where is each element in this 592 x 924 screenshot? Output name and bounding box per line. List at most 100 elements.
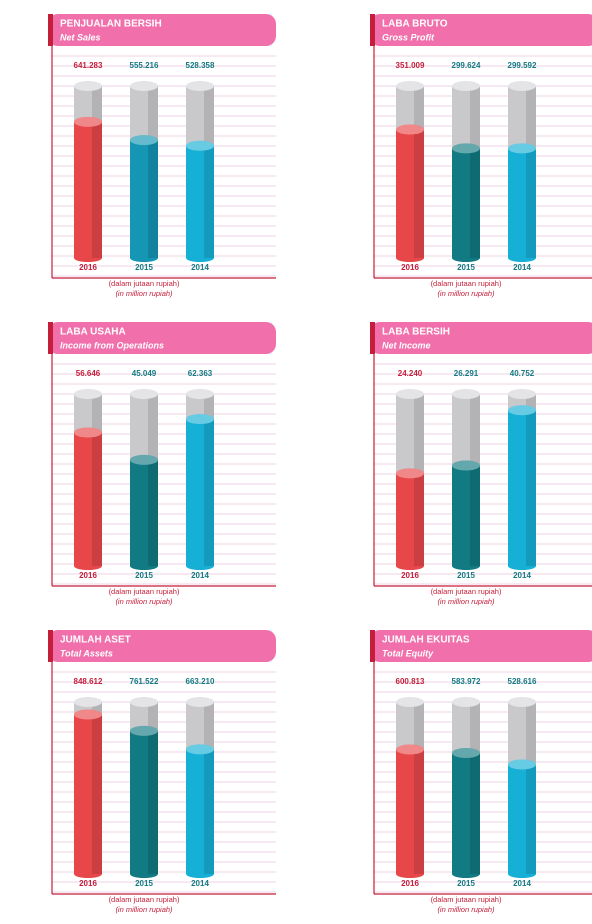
- bar-cap: [74, 709, 102, 720]
- bar: [74, 714, 102, 874]
- tube-top: [74, 697, 102, 707]
- tube-top: [74, 81, 102, 91]
- x-tick-label: 2015: [457, 571, 475, 580]
- x-tick-label: 2014: [191, 879, 209, 888]
- chart-title: LABA USAHA: [60, 327, 126, 338]
- tube-top: [130, 81, 158, 91]
- bar: [130, 459, 158, 566]
- unit-note: (dalam jutaan rupiah): [431, 895, 502, 904]
- x-tick-label: 2016: [79, 879, 97, 888]
- tube-top: [452, 81, 480, 91]
- bar-cap-light: [452, 747, 480, 758]
- header: [370, 14, 592, 46]
- value-label: 62.363: [188, 369, 213, 378]
- x-tick-label: 2014: [513, 879, 531, 888]
- header-strip: [48, 322, 53, 354]
- bar-cap: [74, 116, 102, 127]
- x-tick-label: 2016: [401, 263, 419, 272]
- bar-cap: [130, 454, 158, 465]
- value-label: 40.752: [510, 369, 535, 378]
- chart-title: PENJUALAN BERSIH: [60, 19, 162, 30]
- bar-shade: [526, 148, 536, 258]
- chart-subtitle: Net Sales: [60, 32, 101, 42]
- bar-shade: [470, 148, 480, 258]
- value-label: 555.216: [130, 61, 159, 70]
- unit-note: (in million rupiah): [115, 905, 173, 914]
- x-tick-label: 2016: [401, 571, 419, 580]
- bar-shade: [92, 121, 102, 258]
- bar: [508, 764, 536, 874]
- bar-cap-light: [508, 143, 536, 154]
- header: [370, 630, 592, 662]
- value-label: 528.358: [186, 61, 215, 70]
- x-tick-label: 2015: [135, 879, 153, 888]
- bar-cap: [508, 405, 536, 416]
- x-tick-label: 2014: [191, 571, 209, 580]
- bar-cap-light: [396, 744, 424, 755]
- bar-cap: [186, 140, 214, 151]
- chart-subtitle: Total Assets: [60, 648, 113, 658]
- x-tick-label: 2014: [513, 571, 531, 580]
- bar: [396, 129, 424, 258]
- bar-cap: [396, 744, 424, 755]
- unit-note: (dalam jutaan rupiah): [431, 279, 502, 288]
- chart-subtitle: Total Equity: [382, 648, 434, 658]
- bar: [74, 121, 102, 258]
- bar-cap-light: [130, 454, 158, 465]
- bar-cap: [452, 747, 480, 758]
- tube-top: [452, 697, 480, 707]
- bar-shade: [92, 432, 102, 566]
- header-strip: [48, 14, 53, 46]
- bar: [130, 730, 158, 874]
- tube-top: [186, 697, 214, 707]
- unit-note: (dalam jutaan rupiah): [431, 587, 502, 596]
- chart-title: LABA BERSIH: [382, 327, 450, 338]
- bar-cap-light: [74, 116, 102, 127]
- bar-shade: [92, 714, 102, 874]
- header-strip: [48, 630, 53, 662]
- value-label: 56.646: [76, 369, 101, 378]
- bar-shade: [526, 764, 536, 874]
- bar: [452, 752, 480, 874]
- bar-shade: [414, 473, 424, 566]
- header-strip: [370, 14, 375, 46]
- value-label: 45.049: [132, 369, 157, 378]
- value-label: 641.283: [74, 61, 103, 70]
- value-label: 299.592: [508, 61, 537, 70]
- chart-subtitle: Income from Operations: [60, 340, 164, 350]
- value-label: 24.240: [398, 369, 423, 378]
- value-label: 600.813: [396, 677, 425, 686]
- x-tick-label: 2016: [401, 879, 419, 888]
- chart-subtitle: Gross Profit: [382, 32, 435, 42]
- bar-shade: [414, 129, 424, 258]
- bar-cap: [186, 414, 214, 425]
- header-strip: [370, 322, 375, 354]
- header-strip: [370, 630, 375, 662]
- chart-subtitle: Net Income: [382, 340, 431, 350]
- header: [48, 14, 276, 46]
- bar: [396, 473, 424, 566]
- tube-top: [130, 697, 158, 707]
- tube-top: [508, 389, 536, 399]
- unit-note: (in million rupiah): [437, 289, 495, 298]
- bar-cap: [396, 124, 424, 135]
- bar: [452, 465, 480, 566]
- header: [48, 630, 276, 662]
- x-tick-label: 2015: [457, 879, 475, 888]
- bar: [74, 432, 102, 566]
- value-label: 299.624: [452, 61, 481, 70]
- bar: [186, 749, 214, 874]
- chart-title: JUMLAH ASET: [60, 635, 131, 646]
- x-tick-label: 2016: [79, 263, 97, 272]
- value-label: 26.291: [454, 369, 479, 378]
- bar-cap-light: [396, 468, 424, 479]
- value-label: 848.612: [74, 677, 103, 686]
- bar-shade: [470, 465, 480, 566]
- value-label: 583.972: [452, 677, 481, 686]
- value-label: 351.009: [396, 61, 425, 70]
- tube-top: [452, 389, 480, 399]
- value-label: 761.522: [130, 677, 159, 686]
- tube-top: [396, 81, 424, 91]
- unit-note: (dalam jutaan rupiah): [109, 279, 180, 288]
